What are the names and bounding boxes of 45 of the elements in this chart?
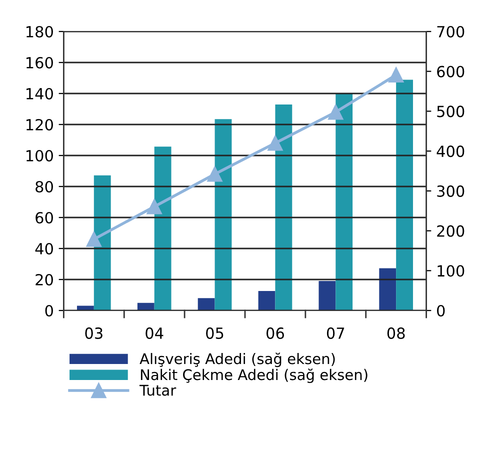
x-tick-label: 04 — [146, 327, 164, 339]
bar — [214, 119, 232, 310]
point — [328, 104, 344, 120]
legend-label: Alışveriş Adedi (sağ eksen) — [140, 352, 335, 368]
x-tick-label: 05 — [206, 327, 224, 339]
y-tick-label: 160 — [26, 56, 53, 69]
y-tick-label: 20 — [36, 274, 53, 286]
y2-tick-label: 300 — [437, 185, 464, 197]
bar — [137, 302, 154, 310]
legend-label: Tutar — [139, 384, 176, 396]
bar — [336, 94, 353, 310]
bar — [258, 290, 276, 310]
y-tick-label: 100 — [26, 150, 53, 162]
y-tick-label: 60 — [36, 212, 53, 224]
x-tick-label: 03 — [85, 327, 102, 339]
y-tick-label: 140 — [26, 88, 53, 100]
point — [268, 135, 283, 151]
point — [146, 199, 162, 214]
bar — [275, 104, 292, 310]
y2-tick-label: 0 — [437, 304, 445, 317]
bar — [318, 281, 336, 310]
y2-tick-label: 700 — [437, 26, 464, 38]
bar — [76, 306, 94, 310]
y2-tick-label: 500 — [437, 106, 464, 118]
bar — [396, 80, 414, 310]
point — [207, 166, 222, 182]
y2-tick-label: 200 — [437, 225, 464, 237]
y-tick-label: 180 — [26, 26, 53, 38]
point — [86, 232, 102, 247]
x-tick-label: 06 — [266, 327, 284, 339]
y2-tick-label: 400 — [436, 146, 464, 158]
point — [388, 67, 404, 83]
y2-tick-label: 100 — [438, 265, 464, 277]
y-tick-label: 120 — [26, 118, 53, 131]
y-tick-label: 0 — [45, 304, 53, 317]
x-tick-label: 08 — [387, 327, 405, 339]
y-tick-label: 40 — [35, 242, 53, 255]
bar — [94, 175, 111, 310]
y2-tick-label: 600 — [437, 66, 464, 78]
x-tick-label: 07 — [326, 327, 344, 339]
y-tick-label: 80 — [36, 180, 53, 193]
bar — [198, 298, 215, 310]
bar — [154, 146, 172, 310]
bar — [379, 268, 396, 310]
legend-label: Nakit Çekme Adedi (sağ eksen) — [140, 368, 368, 384]
